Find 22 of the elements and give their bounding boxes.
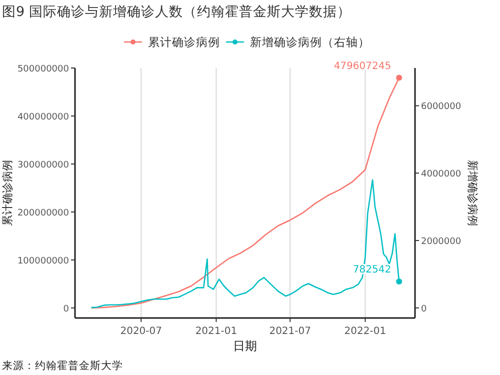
y-tick-label: 500000000 bbox=[17, 64, 70, 74]
y-tick-label: 300000000 bbox=[17, 160, 70, 170]
y2-tick-label: 4000000 bbox=[421, 170, 462, 180]
x-tick-label: 2022-01 bbox=[344, 326, 386, 337]
y-tick-label: 0 bbox=[63, 304, 70, 314]
legend-label: 累计确诊病例 bbox=[148, 35, 220, 49]
y2-tick-label: 6000000 bbox=[421, 102, 462, 112]
x-axis-title: 日期 bbox=[233, 339, 257, 353]
y-tick-label: 200000000 bbox=[17, 208, 70, 218]
x-tick-label: 2021-07 bbox=[269, 326, 311, 337]
data-label: 479607245 bbox=[334, 60, 392, 72]
y2-tick-label: 0 bbox=[421, 304, 427, 314]
y-tick-label: 400000000 bbox=[17, 112, 70, 122]
y-tick-label: 100000000 bbox=[17, 256, 70, 266]
source-note: 来源：约翰霍普金斯大学 bbox=[2, 359, 123, 372]
x-tick-label: 2020-07 bbox=[120, 326, 162, 337]
y-axis-title: 累计确诊病例 bbox=[1, 160, 14, 226]
chart-title: 图9 国际确诊与新增确诊人数（约翰霍普金斯大学数据） bbox=[2, 3, 351, 20]
y2-axis-title: 新增确诊病例 bbox=[466, 160, 479, 226]
x-tick-label: 2021-01 bbox=[195, 326, 238, 337]
y2-tick-label: 2000000 bbox=[421, 237, 462, 248]
legend-label: 新增确诊病例（右轴） bbox=[250, 35, 370, 49]
